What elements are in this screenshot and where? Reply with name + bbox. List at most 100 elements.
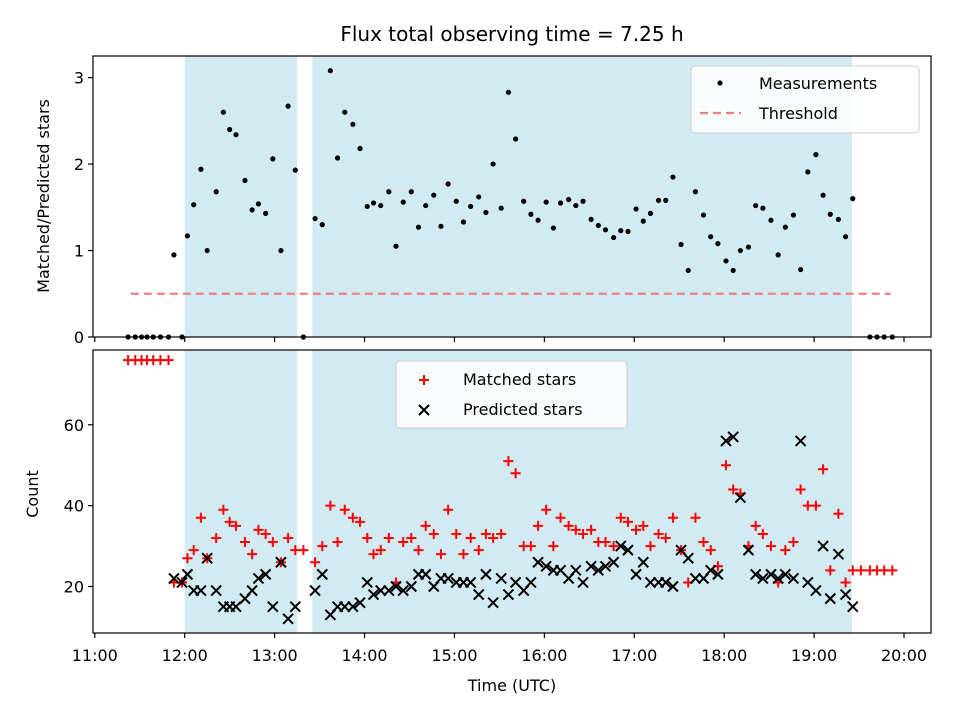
measurement-point <box>171 252 177 258</box>
measurement-point <box>730 267 736 274</box>
legend-measurements-marker <box>717 80 723 86</box>
measurement-point <box>723 258 729 264</box>
measurement-point <box>512 136 519 142</box>
matched-star-point <box>375 545 386 556</box>
predicted-star-point <box>817 540 829 552</box>
predicted-star-point <box>607 556 620 568</box>
predicted-star-point <box>794 435 807 447</box>
matched-star-point <box>355 516 366 527</box>
matched-star-point <box>757 528 768 539</box>
measurement-point <box>760 205 766 211</box>
matched-star-point <box>267 537 278 548</box>
measurement-point <box>483 209 489 216</box>
matched-star-point <box>548 541 559 552</box>
bottom-axes-frame <box>92 349 932 634</box>
measurement-point <box>445 181 451 187</box>
predicted-star-point <box>339 601 351 613</box>
predicted-star-point <box>267 601 279 613</box>
predicted-star-point <box>375 584 387 597</box>
measurement-point <box>850 196 856 202</box>
top-y-tick-label: 3 <box>74 69 84 88</box>
matched-star-point <box>211 532 222 543</box>
top-y-tick-label: 2 <box>74 155 84 174</box>
x-tick-label: 12:00 <box>162 646 208 665</box>
measurement-point <box>678 241 684 248</box>
predicted-star-point <box>252 572 265 585</box>
predicted-star-point <box>765 568 777 581</box>
measurement-point <box>242 177 248 184</box>
matched-star-point <box>818 464 829 475</box>
predicted-star-point <box>749 568 762 581</box>
measurement-point <box>357 145 363 152</box>
predicted-star-point <box>176 576 188 589</box>
predicted-star-point <box>495 572 507 585</box>
predicted-star-point <box>397 584 409 597</box>
matched-star-point <box>833 508 844 519</box>
measurement-point <box>220 109 226 115</box>
predicted-star-point <box>847 601 859 613</box>
measurement-point <box>476 194 482 200</box>
x-tick-label: 13:00 <box>252 646 298 665</box>
measurement-point <box>460 219 467 225</box>
measurement-point <box>364 203 370 210</box>
bottom-x-axis-label: Time (UTC) <box>467 676 556 695</box>
predicted-star-point <box>682 552 694 564</box>
measurement-point <box>782 224 788 230</box>
matched-star-point <box>283 532 294 543</box>
matched-star-point <box>631 524 642 535</box>
matched-star-point <box>855 565 866 576</box>
predicted-star-point <box>787 572 800 585</box>
matched-star-point <box>253 524 264 535</box>
matched-star-point <box>163 355 174 366</box>
matched-star-point <box>451 528 462 539</box>
predicted-star-point <box>824 592 837 605</box>
legend-measurements-label: Measurements <box>759 74 877 93</box>
matched-star-point <box>698 537 709 548</box>
measurement-point <box>790 212 797 218</box>
measurement-point <box>685 267 691 274</box>
predicted-star-point <box>637 556 649 568</box>
matched-star-point <box>555 512 566 523</box>
matched-star-point <box>570 524 581 535</box>
predicted-star-point <box>742 544 755 556</box>
predicted-star-point <box>532 556 544 568</box>
measurement-point <box>191 202 197 208</box>
matched-star-point <box>224 516 235 527</box>
matched-star-point <box>622 516 633 527</box>
measurement-point <box>431 192 437 198</box>
x-tick-label: 15:00 <box>431 646 477 665</box>
predicted-star-point <box>712 568 724 581</box>
predicted-star-point <box>839 588 852 601</box>
measurement-point <box>768 217 774 223</box>
predicted-star-point <box>689 572 702 585</box>
predicted-star-point <box>502 588 515 601</box>
predicted-star-point <box>540 560 552 573</box>
chart-title: Flux total observing time = 7.25 h <box>340 22 683 46</box>
legend-predicted-marker <box>418 404 430 416</box>
top-legend-box <box>690 65 920 134</box>
measurement-point <box>278 247 284 254</box>
measurement-point <box>798 266 804 273</box>
measurement-point <box>647 210 654 216</box>
predicted-star-point <box>810 584 822 597</box>
predicted-star-point <box>168 572 180 585</box>
predicted-star-point <box>201 552 213 564</box>
matched-star-point <box>488 532 499 543</box>
top-observing-interval <box>184 56 298 337</box>
matched-star-point <box>218 504 229 515</box>
matched-star-point <box>406 532 417 543</box>
predicted-star-point <box>309 584 321 597</box>
matched-star-point <box>795 484 806 495</box>
predicted-star-point <box>181 568 194 581</box>
measurement-point <box>580 198 586 204</box>
top-y-tick-label: 0 <box>74 328 84 347</box>
measurement-point <box>255 201 262 207</box>
predicted-star-point <box>630 568 642 581</box>
measurement-point <box>342 109 348 115</box>
predicted-star-point <box>727 431 739 443</box>
measurement-point <box>535 217 541 223</box>
matched-star-point <box>332 537 343 548</box>
x-tick-label: 18:00 <box>701 646 747 665</box>
predicted-star-point <box>354 596 366 609</box>
matched-star-point <box>480 528 491 539</box>
